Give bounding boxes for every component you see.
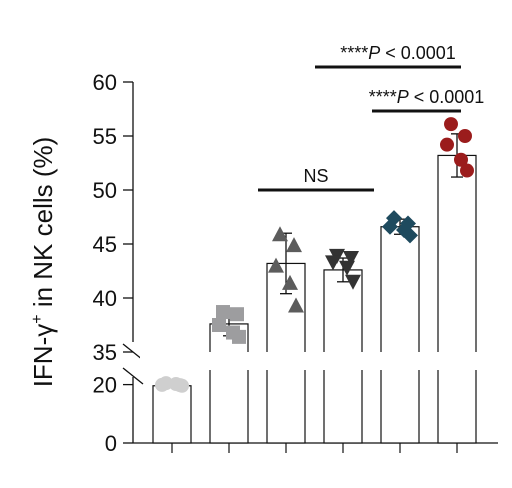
- data-point: [440, 137, 454, 152]
- data-point: [402, 227, 418, 244]
- data-points: [155, 117, 474, 393]
- data-point: [339, 260, 355, 276]
- data-point: [458, 129, 472, 143]
- y-tick-label: 45: [93, 232, 117, 257]
- data-point: [155, 377, 169, 392]
- data-point: [382, 218, 398, 235]
- significance-p-symbol: P: [368, 43, 380, 63]
- significance-stars: ****: [340, 43, 368, 63]
- significance-p-symbol: P: [397, 87, 409, 107]
- data-point: [343, 251, 359, 267]
- data-point: [212, 318, 226, 332]
- y-tick-label: 40: [93, 286, 117, 311]
- significance-p-value: < 0.0001: [409, 87, 485, 107]
- y-tick-label: 20: [93, 373, 117, 398]
- data-point: [345, 274, 361, 290]
- bar: [380, 226, 420, 444]
- data-point: [325, 255, 341, 271]
- y-axis-label-main: IFN-γ: [28, 324, 58, 388]
- y-tick-label: 55: [93, 124, 117, 149]
- data-point: [232, 329, 246, 344]
- y-axis-label: IFN-γ+ in NK cells (%): [28, 137, 58, 388]
- data-point: [454, 152, 468, 167]
- axis-break-gap: [140, 352, 500, 370]
- significance-stars: ****: [369, 87, 397, 107]
- data-point: [444, 117, 458, 132]
- bar: [437, 154, 477, 444]
- data-point: [272, 226, 288, 242]
- significance-label: ****P < 0.0001: [369, 87, 485, 107]
- data-point: [230, 307, 244, 322]
- significance-label: ****P < 0.0001: [340, 43, 456, 63]
- data-point: [268, 257, 284, 273]
- significance-p-value: < 0.0001: [380, 43, 456, 63]
- axis-break-mark-bottom: [122, 367, 144, 385]
- data-point: [282, 274, 298, 290]
- y-tick-label: 60: [93, 70, 117, 95]
- y-axis-label-rest: in NK cells (%): [28, 137, 58, 315]
- y-tick-label: 35: [93, 340, 117, 365]
- significance-brackets: NS****P < 0.0001****P < 0.0001: [258, 43, 485, 192]
- data-point: [460, 163, 474, 178]
- data-point: [286, 237, 302, 253]
- bars: [140, 154, 500, 444]
- data-point: [216, 305, 230, 320]
- y-axis-label-superscript: +: [29, 314, 46, 323]
- y-tick-label: 0: [105, 431, 117, 456]
- axes: 0 20 35 40 45 50 55 60: [93, 70, 498, 456]
- y-tick-label: 50: [93, 178, 117, 203]
- data-point: [175, 378, 189, 393]
- bar: [152, 385, 192, 444]
- significance-label: NS: [303, 166, 328, 186]
- data-point: [288, 297, 304, 313]
